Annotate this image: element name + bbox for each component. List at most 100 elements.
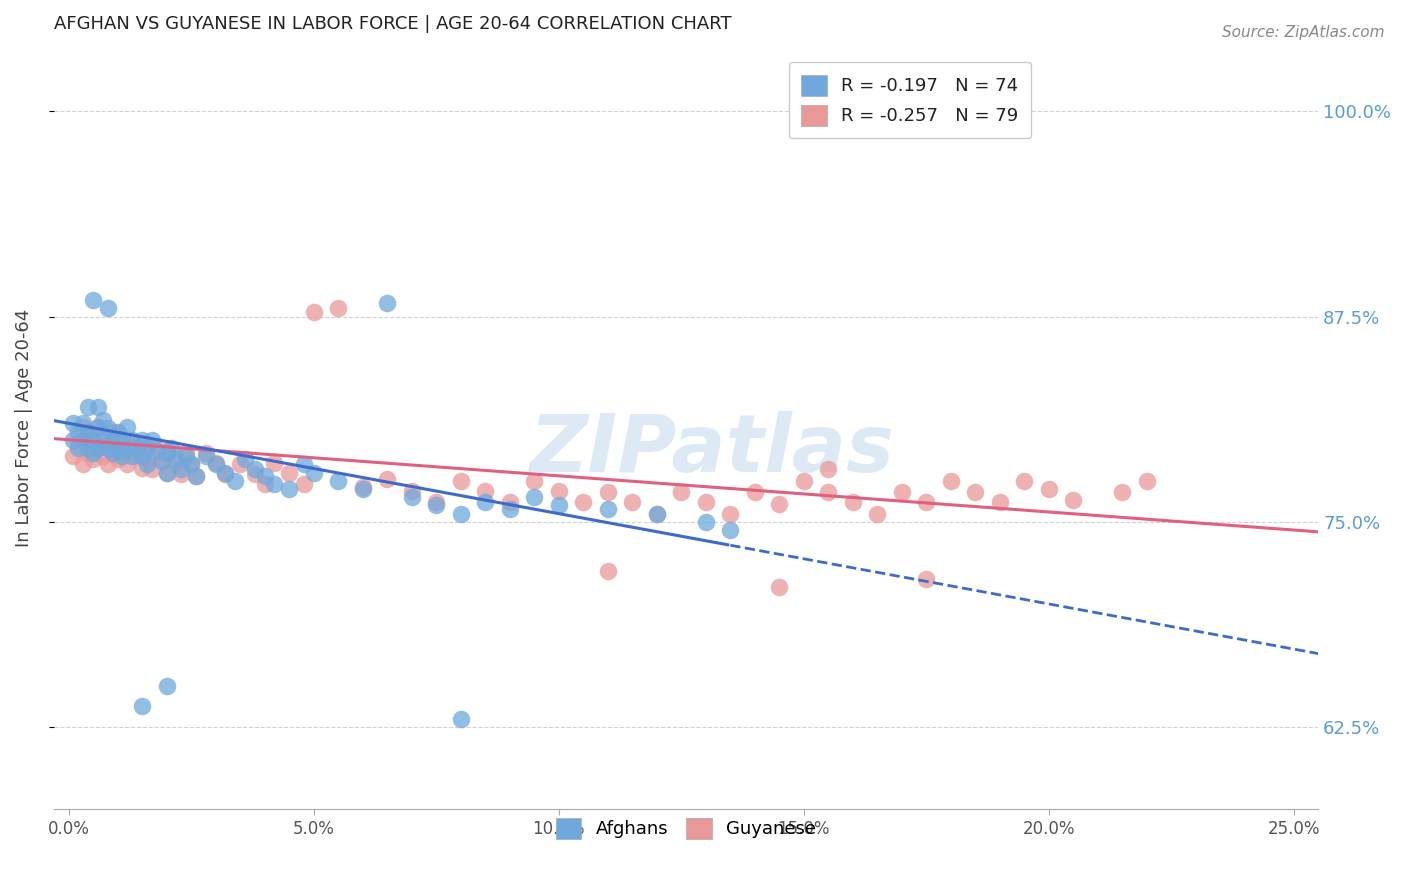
Point <box>131 439 153 453</box>
Point <box>425 499 447 513</box>
Point <box>425 495 447 509</box>
Point <box>474 483 496 498</box>
Point <box>214 466 236 480</box>
Point <box>82 446 104 460</box>
Point <box>155 446 177 460</box>
Point <box>184 468 207 483</box>
Point <box>121 433 143 447</box>
Point <box>136 458 159 472</box>
Point <box>111 433 134 447</box>
Point <box>160 441 183 455</box>
Point <box>97 441 120 455</box>
Point <box>91 449 114 463</box>
Point <box>669 485 692 500</box>
Point <box>695 495 717 509</box>
Point <box>474 495 496 509</box>
Point <box>224 474 246 488</box>
Point <box>768 581 790 595</box>
Point <box>352 482 374 496</box>
Point <box>107 452 129 467</box>
Point <box>326 301 349 316</box>
Point <box>326 474 349 488</box>
Point <box>180 458 202 472</box>
Point <box>170 467 193 482</box>
Point <box>174 446 197 460</box>
Point <box>263 477 285 491</box>
Text: ZIPatlas: ZIPatlas <box>529 411 894 490</box>
Point <box>97 458 120 472</box>
Point <box>72 458 94 472</box>
Point <box>97 436 120 450</box>
Point <box>107 425 129 439</box>
Point <box>155 466 177 480</box>
Point <box>817 485 839 500</box>
Point <box>62 449 84 463</box>
Y-axis label: In Labor Force | Age 20-64: In Labor Force | Age 20-64 <box>15 309 32 547</box>
Point <box>292 458 315 472</box>
Point <box>233 452 256 467</box>
Point <box>77 446 100 460</box>
Point <box>77 425 100 439</box>
Point <box>194 449 217 463</box>
Point <box>523 474 546 488</box>
Point <box>87 400 110 414</box>
Point <box>131 433 153 447</box>
Point <box>204 458 226 472</box>
Point <box>988 495 1011 509</box>
Point <box>450 474 472 488</box>
Point <box>817 462 839 476</box>
Point <box>101 446 124 460</box>
Point <box>214 467 236 482</box>
Point <box>91 413 114 427</box>
Point <box>1111 485 1133 500</box>
Point <box>302 466 325 480</box>
Point <box>77 441 100 455</box>
Point <box>131 449 153 463</box>
Point <box>596 564 619 578</box>
Point <box>87 441 110 455</box>
Point <box>141 462 163 476</box>
Point <box>77 425 100 439</box>
Point <box>194 446 217 460</box>
Point <box>253 468 276 483</box>
Point <box>768 497 790 511</box>
Point <box>91 427 114 442</box>
Point <box>155 466 177 480</box>
Point <box>107 433 129 447</box>
Point <box>1012 474 1035 488</box>
Point <box>401 490 423 504</box>
Point <box>87 419 110 434</box>
Point <box>150 454 173 468</box>
Point <box>67 425 90 439</box>
Point <box>127 449 149 463</box>
Point <box>278 466 301 480</box>
Point <box>82 293 104 307</box>
Point <box>547 499 569 513</box>
Point <box>87 441 110 455</box>
Point <box>718 507 741 521</box>
Point <box>136 441 159 455</box>
Point <box>67 436 90 450</box>
Legend: Afghans, Guyanese: Afghans, Guyanese <box>548 811 824 846</box>
Point <box>915 495 938 509</box>
Point <box>596 501 619 516</box>
Point <box>67 441 90 455</box>
Point <box>72 419 94 434</box>
Point <box>136 450 159 465</box>
Point <box>77 400 100 414</box>
Point <box>155 679 177 693</box>
Point <box>174 449 197 463</box>
Point <box>62 417 84 431</box>
Point <box>401 483 423 498</box>
Point <box>253 477 276 491</box>
Point <box>302 304 325 318</box>
Point <box>97 421 120 435</box>
Point <box>695 515 717 529</box>
Point <box>229 458 252 472</box>
Point <box>890 485 912 500</box>
Point <box>82 452 104 467</box>
Point <box>841 495 863 509</box>
Point <box>117 458 139 472</box>
Point <box>375 296 398 310</box>
Point <box>498 501 520 516</box>
